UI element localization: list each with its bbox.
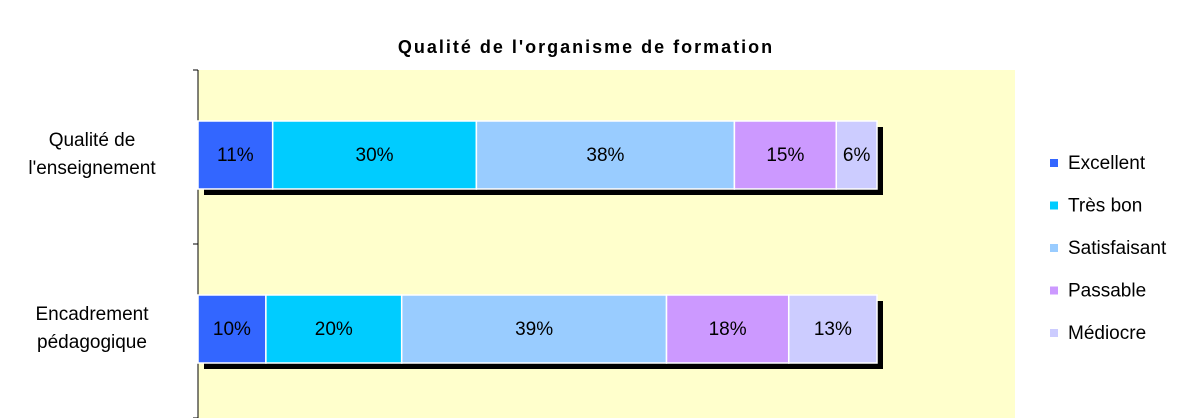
bar-segment — [265, 294, 403, 364]
data-label: 11% — [217, 145, 254, 166]
legend-swatch — [1050, 329, 1058, 337]
bar-segment — [400, 294, 668, 364]
data-label: 39% — [515, 319, 553, 340]
legend-swatch — [1050, 201, 1058, 210]
data-label: 20% — [315, 319, 353, 340]
legend-label: Médiocre — [1068, 323, 1146, 344]
data-label: 15% — [766, 145, 804, 166]
legend-label: Satisfaisant — [1068, 238, 1167, 259]
bar-segment — [475, 120, 736, 190]
data-label: 10% — [213, 319, 251, 340]
data-label: 6% — [843, 145, 871, 166]
data-label: 38% — [586, 145, 624, 166]
bar-segment — [787, 294, 878, 364]
chart-title: Qualité de l'organisme de formation — [398, 37, 774, 57]
bar-segment — [733, 120, 838, 190]
y-tick-label: Encadrement pédagogique — [35, 304, 149, 353]
legend-label: Très bon — [1068, 196, 1142, 217]
legend-label: Excellent — [1068, 153, 1146, 174]
legend-label: Passable — [1068, 281, 1146, 302]
legend-swatch — [1050, 244, 1058, 252]
data-label: 18% — [709, 319, 747, 340]
bar-segment — [197, 120, 274, 190]
legend-swatch — [1050, 159, 1058, 167]
bar-segment — [197, 294, 267, 364]
legend-swatch — [1050, 286, 1058, 295]
data-label: 13% — [814, 319, 852, 340]
data-label: 30% — [356, 145, 394, 166]
bar-segment — [835, 120, 878, 190]
bar-segment — [665, 294, 790, 364]
y-tick-label: Qualité de l'enseignement — [28, 130, 156, 179]
